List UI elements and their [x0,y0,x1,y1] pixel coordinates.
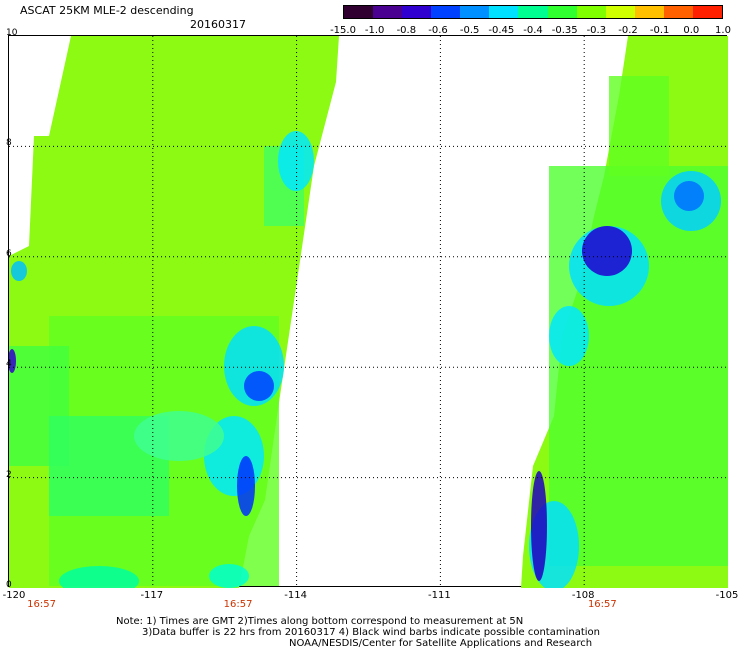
anomaly-blob [549,306,589,366]
colorbar-label: -0.8 [396,25,417,36]
x-tick-label: -117 [140,590,164,601]
note-line-2: 3)Data buffer is 22 hrs from 20160317 4)… [142,627,600,638]
colorbar-segment [344,6,374,18]
colorbar-segment [460,6,490,18]
anomaly-blob [209,564,249,588]
y-tick-label: 6 [6,248,12,259]
anomaly-blob [531,471,547,581]
x-tick-label: -111 [428,590,451,601]
colorbar-label: -0.4 [523,25,543,36]
note-line-1: Note: 1) Times are GMT 2)Times along bot… [116,616,524,627]
y-tick-label: 10 [6,28,18,38]
x-tick-label: -105 [715,590,739,601]
colorbar-label: 0.0 [683,25,700,36]
y-tick-label: 4 [6,359,12,370]
colorbar-segment [605,6,635,18]
colorbar-label: -0.5 [459,25,480,36]
colorbar-segment [547,6,577,18]
pass-time-label: 16:57 [587,599,617,610]
colorbar [343,5,723,19]
y-tick-label: 8 [6,138,12,149]
colorbar-segment [518,6,548,18]
colorbar-label: -0.45 [488,25,515,36]
anomaly-blob [674,181,704,211]
field-patch [609,76,669,176]
x-tick-label: -120 [2,590,26,601]
y-tick-label: 2 [6,469,12,480]
y-tick-label: 0 [6,580,12,590]
map-title: ASCAT 25KM MLE-2 descending [20,4,194,17]
anomaly-blob [134,411,224,461]
pass-time-label: 16:57 [223,599,253,610]
colorbar-label: 1.0 [715,25,731,36]
anomaly-blob [278,131,314,191]
colorbar-segment [692,6,723,18]
colorbar-segment [663,6,693,18]
colorbar-segment [634,6,664,18]
anomaly-blob [244,371,274,401]
colorbar-segment [402,6,432,18]
map-date: 20160317 [190,18,246,31]
x-tick-label: -114 [284,590,307,601]
colorbar-labels: -15.0 -1.0 -0.8 -0.6 -0.5 -0.45 -0.4 -0.35 -0.3-… [330,25,740,37]
note-line-3: NOAA/NESDIS/Center for Satellite Applica… [289,638,593,649]
anomaly-blob [9,349,16,373]
map-svg [9,36,728,588]
colorbar-segment [489,6,519,18]
field-patch [549,166,728,566]
x-tick-label: -108 [571,590,595,601]
colorbar-label: -0.3 [586,25,607,36]
colorbar-segment [373,6,403,18]
anomaly-blob [237,456,255,516]
colorbar-segment [431,6,461,18]
colorbar-label: -0.2 [618,25,638,36]
anomaly-blob [59,566,139,588]
pass-time-label: 16:57 [27,599,56,610]
colorbar-label: -0.1 [649,25,670,36]
colorbar-segment [576,6,606,18]
map-plot [8,35,728,588]
colorbar-label: -0.35 [551,25,578,36]
colorbar-label: -1.0 [364,25,385,36]
anomaly-blob [582,226,632,276]
colorbar-label: -0.6 [428,25,448,36]
colorbar-label: -15.0 [330,25,356,36]
anomaly-blob [11,261,27,281]
